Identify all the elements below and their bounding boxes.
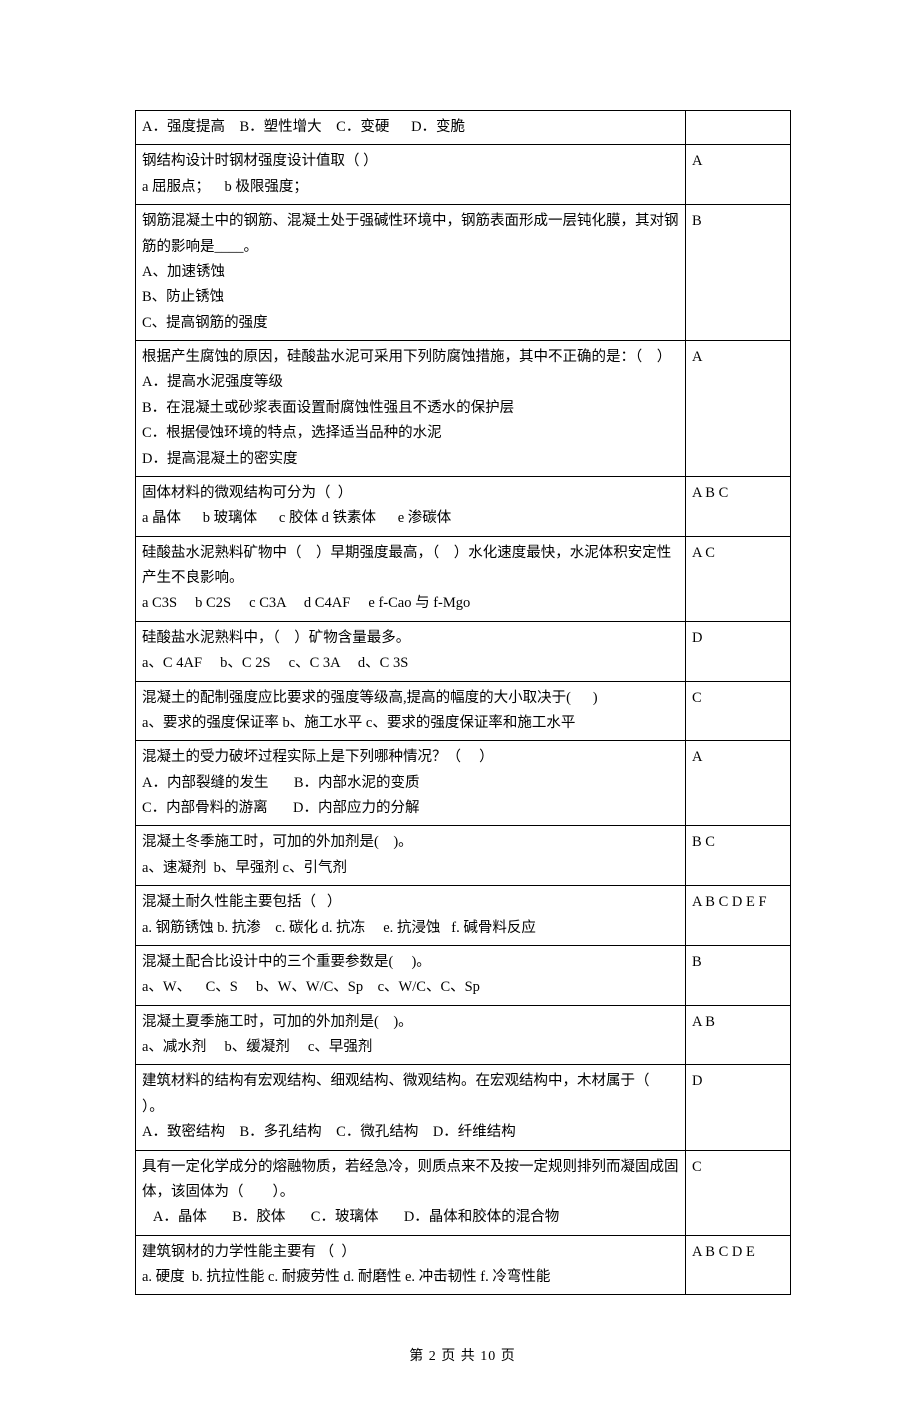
qa-table: A．强度提高 B．塑性增大 C．变硬 D．变脆钢结构设计时钢材强度设计值取（ ）…	[135, 110, 791, 1295]
question-line: 根据产生腐蚀的原因，硅酸盐水泥可采用下列防腐蚀措施，其中不正确的是：（ ）	[142, 345, 679, 370]
question-line: 混凝土配合比设计中的三个重要参数是( )。	[142, 950, 679, 975]
table-row: 硅酸盐水泥熟料矿物中（ ）早期强度最高，（ ）水化速度最快，水泥体积安定性产生不…	[136, 536, 791, 621]
question-line: B、防止锈蚀	[142, 285, 679, 310]
answer-cell: C	[686, 1150, 791, 1235]
question-line: 硅酸盐水泥熟料中，（ ）矿物含量最多。	[142, 626, 679, 651]
question-cell: 建筑材料的结构有宏观结构、细观结构、微观结构。在宏观结构中，木材属于（ ）。A．…	[136, 1065, 686, 1150]
question-cell: 钢筋混凝土中的钢筋、混凝土处于强碱性环境中，钢筋表面形成一层钝化膜，其对钢筋的影…	[136, 205, 686, 341]
question-line: C、提高钢筋的强度	[142, 311, 679, 336]
question-cell: 混凝土冬季施工时，可加的外加剂是( )。a、速凝剂 b、早强剂 c、引气剂	[136, 826, 686, 886]
question-line: 建筑材料的结构有宏观结构、细观结构、微观结构。在宏观结构中，木材属于（ ）。	[142, 1069, 679, 1120]
question-line: D．提高混凝土的密实度	[142, 447, 679, 472]
table-row: 混凝土的受力破坏过程实际上是下列哪种情况？（ ）A．内部裂缝的发生 B．内部水泥…	[136, 741, 791, 826]
question-line: A．内部裂缝的发生 B．内部水泥的变质	[142, 771, 679, 796]
question-line: 混凝土耐久性能主要包括（ ）	[142, 890, 679, 915]
question-line: A．晶体 B．胶体 C．玻璃体 D．晶体和胶体的混合物	[142, 1205, 679, 1230]
question-line: B．在混凝土或砂浆表面设置耐腐蚀性强且不透水的保护层	[142, 396, 679, 421]
question-line: A．提高水泥强度等级	[142, 370, 679, 395]
answer-cell: B C	[686, 826, 791, 886]
page: A．强度提高 B．塑性增大 C．变硬 D．变脆钢结构设计时钢材强度设计值取（ ）…	[0, 0, 920, 1425]
table-row: 建筑材料的结构有宏观结构、细观结构、微观结构。在宏观结构中，木材属于（ ）。A．…	[136, 1065, 791, 1150]
table-row: 钢筋混凝土中的钢筋、混凝土处于强碱性环境中，钢筋表面形成一层钝化膜，其对钢筋的影…	[136, 205, 791, 341]
question-line: A、加速锈蚀	[142, 260, 679, 285]
table-row: 硅酸盐水泥熟料中，（ ）矿物含量最多。a、C 4AF b、C 2S c、C 3A…	[136, 621, 791, 681]
answer-cell: B	[686, 945, 791, 1005]
question-line: 硅酸盐水泥熟料矿物中（ ）早期强度最高，（ ）水化速度最快，水泥体积安定性产生不…	[142, 541, 679, 592]
question-cell: 硅酸盐水泥熟料矿物中（ ）早期强度最高，（ ）水化速度最快，水泥体积安定性产生不…	[136, 536, 686, 621]
question-line: 固体材料的微观结构可分为（ ）	[142, 481, 679, 506]
question-line: 具有一定化学成分的熔融物质，若经急冷，则质点来不及按一定规则排列而凝固成固体，该…	[142, 1155, 679, 1206]
question-line: a 屈服点； b 极限强度；	[142, 175, 679, 200]
question-cell: 根据产生腐蚀的原因，硅酸盐水泥可采用下列防腐蚀措施，其中不正确的是：（ ）A．提…	[136, 341, 686, 477]
question-cell: 混凝土的配制强度应比要求的强度等级高,提高的幅度的大小取决于( )a、要求的强度…	[136, 681, 686, 741]
answer-cell: A B C	[686, 476, 791, 536]
question-line: 建筑钢材的力学性能主要有 （ ）	[142, 1240, 679, 1265]
table-row: 混凝土的配制强度应比要求的强度等级高,提高的幅度的大小取决于( )a、要求的强度…	[136, 681, 791, 741]
question-line: a 晶体 b 玻璃体 c 胶体 d 铁素体 e 渗碳体	[142, 506, 679, 531]
question-cell: 混凝土耐久性能主要包括（ ）a. 钢筋锈蚀 b. 抗渗 c. 碳化 d. 抗冻 …	[136, 886, 686, 946]
question-cell: 具有一定化学成分的熔融物质，若经急冷，则质点来不及按一定规则排列而凝固成固体，该…	[136, 1150, 686, 1235]
question-cell: 钢结构设计时钢材强度设计值取（ ）a 屈服点； b 极限强度；	[136, 145, 686, 205]
question-cell: 混凝土夏季施工时，可加的外加剂是( )。a、减水剂 b、缓凝剂 c、早强剂	[136, 1005, 686, 1065]
question-cell: 混凝土配合比设计中的三个重要参数是( )。a、W、 C、S b、W、W/C、Sp…	[136, 945, 686, 1005]
answer-cell: A	[686, 341, 791, 477]
question-line: C．根据侵蚀环境的特点，选择适当品种的水泥	[142, 421, 679, 446]
answer-cell: A C	[686, 536, 791, 621]
question-line: a、W、 C、S b、W、W/C、Sp c、W/C、C、Sp	[142, 975, 679, 1000]
question-line: a. 硬度 b. 抗拉性能 c. 耐疲劳性 d. 耐磨性 e. 冲击韧性 f. …	[142, 1265, 679, 1290]
table-row: 混凝土冬季施工时，可加的外加剂是( )。a、速凝剂 b、早强剂 c、引气剂B C	[136, 826, 791, 886]
footer-text: 第 2 页 共 10 页	[409, 1349, 516, 1364]
question-line: 混凝土的配制强度应比要求的强度等级高,提高的幅度的大小取决于( )	[142, 686, 679, 711]
question-line: a C3S b C2S c C3A d C4AF e f-Cao 与 f-Mgo	[142, 591, 679, 616]
answer-cell: A	[686, 741, 791, 826]
table-row: A．强度提高 B．塑性增大 C．变硬 D．变脆	[136, 111, 791, 145]
answer-cell: D	[686, 1065, 791, 1150]
question-line: 混凝土夏季施工时，可加的外加剂是( )。	[142, 1010, 679, 1035]
question-line: a、减水剂 b、缓凝剂 c、早强剂	[142, 1035, 679, 1060]
table-row: 根据产生腐蚀的原因，硅酸盐水泥可采用下列防腐蚀措施，其中不正确的是：（ ）A．提…	[136, 341, 791, 477]
table-row: 固体材料的微观结构可分为（ ）a 晶体 b 玻璃体 c 胶体 d 铁素体 e 渗…	[136, 476, 791, 536]
question-line: A．强度提高 B．塑性增大 C．变硬 D．变脆	[142, 115, 679, 140]
table-row: 混凝土配合比设计中的三个重要参数是( )。a、W、 C、S b、W、W/C、Sp…	[136, 945, 791, 1005]
question-cell: A．强度提高 B．塑性增大 C．变硬 D．变脆	[136, 111, 686, 145]
question-line: 混凝土的受力破坏过程实际上是下列哪种情况？（ ）	[142, 745, 679, 770]
answer-cell: A B C D E F	[686, 886, 791, 946]
question-cell: 固体材料的微观结构可分为（ ）a 晶体 b 玻璃体 c 胶体 d 铁素体 e 渗…	[136, 476, 686, 536]
table-row: 混凝土夏季施工时，可加的外加剂是( )。a、减水剂 b、缓凝剂 c、早强剂A B	[136, 1005, 791, 1065]
page-footer: 第 2 页 共 10 页	[135, 1345, 790, 1365]
answer-cell: A B C D E	[686, 1235, 791, 1295]
question-line: a、要求的强度保证率 b、施工水平 c、要求的强度保证率和施工水平	[142, 711, 679, 736]
question-line: a、速凝剂 b、早强剂 c、引气剂	[142, 856, 679, 881]
question-line: 钢筋混凝土中的钢筋、混凝土处于强碱性环境中，钢筋表面形成一层钝化膜，其对钢筋的影…	[142, 209, 679, 260]
question-cell: 混凝土的受力破坏过程实际上是下列哪种情况？（ ）A．内部裂缝的发生 B．内部水泥…	[136, 741, 686, 826]
question-cell: 硅酸盐水泥熟料中，（ ）矿物含量最多。a、C 4AF b、C 2S c、C 3A…	[136, 621, 686, 681]
question-line: C．内部骨料的游离 D．内部应力的分解	[142, 796, 679, 821]
question-line: A．致密结构 B．多孔结构 C．微孔结构 D．纤维结构	[142, 1120, 679, 1145]
question-line: a、C 4AF b、C 2S c、C 3A d、C 3S	[142, 651, 679, 676]
question-line: 混凝土冬季施工时，可加的外加剂是( )。	[142, 830, 679, 855]
answer-cell: A B	[686, 1005, 791, 1065]
table-row: 建筑钢材的力学性能主要有 （ ）a. 硬度 b. 抗拉性能 c. 耐疲劳性 d.…	[136, 1235, 791, 1295]
answer-cell	[686, 111, 791, 145]
question-line: 钢结构设计时钢材强度设计值取（ ）	[142, 149, 679, 174]
question-cell: 建筑钢材的力学性能主要有 （ ）a. 硬度 b. 抗拉性能 c. 耐疲劳性 d.…	[136, 1235, 686, 1295]
table-row: 钢结构设计时钢材强度设计值取（ ）a 屈服点； b 极限强度；A	[136, 145, 791, 205]
answer-cell: A	[686, 145, 791, 205]
table-row: 混凝土耐久性能主要包括（ ）a. 钢筋锈蚀 b. 抗渗 c. 碳化 d. 抗冻 …	[136, 886, 791, 946]
answer-cell: C	[686, 681, 791, 741]
answer-cell: B	[686, 205, 791, 341]
answer-cell: D	[686, 621, 791, 681]
table-row: 具有一定化学成分的熔融物质，若经急冷，则质点来不及按一定规则排列而凝固成固体，该…	[136, 1150, 791, 1235]
question-line: a. 钢筋锈蚀 b. 抗渗 c. 碳化 d. 抗冻 e. 抗浸蚀 f. 碱骨料反…	[142, 916, 679, 941]
